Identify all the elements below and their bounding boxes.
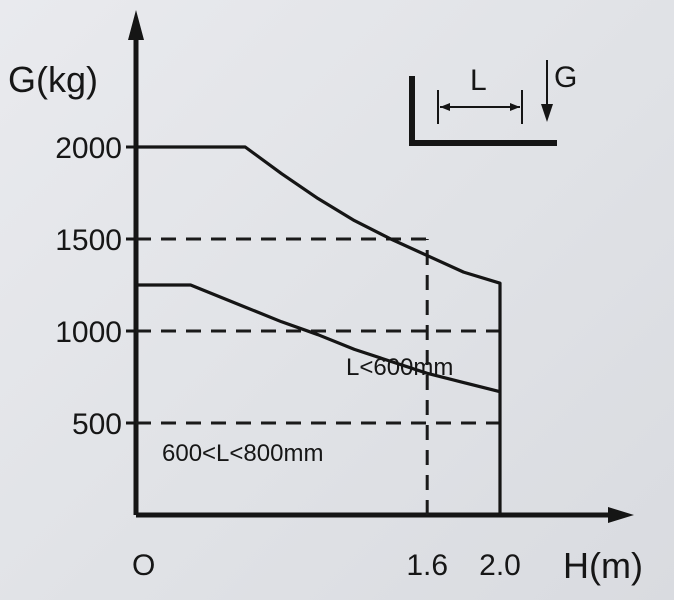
length-arrow-left	[440, 103, 450, 111]
y-tick-label-1000: 1000	[55, 316, 122, 349]
x-tick-label-2.0: 2.0	[479, 549, 521, 582]
load-arrow-head	[541, 104, 553, 122]
series-line-1	[136, 145, 502, 515]
y-tick-label-1500: 1500	[55, 224, 122, 257]
load-label: G	[554, 61, 577, 94]
length-label: L	[470, 64, 487, 97]
y-tick-label-500: 500	[72, 408, 122, 441]
series-label-l-under-600: L<600mm	[346, 354, 453, 381]
y-tick-label-2000: 2000	[55, 132, 122, 165]
series-label-l-600-800: 600<L<800mm	[162, 440, 323, 467]
x-tick-label-1.6: 1.6	[406, 549, 448, 582]
y-ticks: 500 1000 1500 2000	[55, 132, 136, 441]
reference-lines	[136, 237, 500, 515]
fork-load-inset: L G	[409, 60, 577, 146]
length-arrow-right	[510, 103, 520, 111]
y-axis-arrow	[128, 10, 144, 40]
origin-label: O	[132, 549, 155, 582]
x-axis-label: H(m)	[563, 545, 643, 586]
fork-shape	[409, 76, 557, 146]
x-axis-arrow	[608, 507, 634, 523]
series-group	[136, 145, 502, 515]
x-ticks: 1.6 2.0	[406, 549, 521, 582]
y-axis-label: G(kg)	[8, 59, 98, 100]
series-line-2	[136, 283, 501, 394]
